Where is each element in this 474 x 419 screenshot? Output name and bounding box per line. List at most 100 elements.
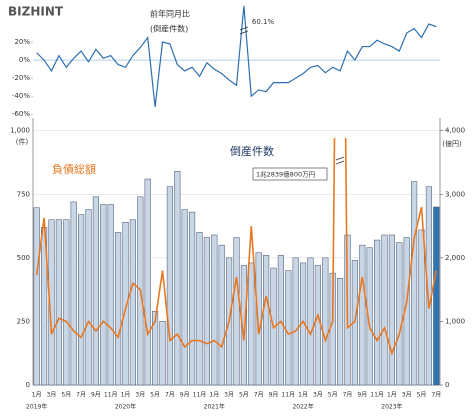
x-tick-label: 11月 [104, 392, 118, 399]
year-label: 2023年 [381, 403, 402, 411]
bar [63, 219, 70, 386]
y2-tick-label: 0 [445, 381, 449, 389]
bar [277, 255, 284, 386]
bar [366, 247, 373, 386]
year-label: 2019年 [26, 403, 47, 411]
axis-break [239, 26, 249, 35]
y-tick-label: 0 [26, 381, 30, 389]
y-tick-label: 750 [17, 190, 30, 198]
bar [381, 234, 388, 386]
y2-axis-label: (億円) [442, 139, 462, 148]
bar [292, 257, 299, 386]
yoy-tick-label: 20% [14, 38, 30, 46]
x-tick-label: 7月 [76, 392, 86, 399]
bar [196, 232, 203, 386]
x-tick-label: 7月 [343, 392, 353, 399]
bar [255, 252, 262, 386]
x-tick-label: 9月 [91, 392, 101, 399]
bar [122, 222, 129, 386]
annotation-box [252, 167, 328, 181]
yoy-tick-label: -60% [12, 110, 30, 118]
yoy-subtitle: (倒産件数) [150, 24, 188, 34]
line-group [35, 138, 438, 356]
y-tick-label: 1,000 [10, 127, 30, 135]
bar [174, 171, 181, 386]
bar [144, 178, 151, 386]
bar [211, 234, 218, 386]
y-tick-label: 500 [17, 254, 30, 262]
bar [70, 201, 77, 386]
yoy-title: 前年同月比 [150, 9, 190, 19]
x-tick-label: 5月 [239, 392, 249, 399]
bar [240, 265, 247, 386]
x-tick-label: 5月 [150, 392, 160, 399]
x-tick-label: 5月 [328, 392, 338, 399]
y-tick-label: 250 [17, 317, 30, 325]
bar [233, 237, 240, 386]
bar [107, 204, 114, 386]
y2-tick-label: 2,000 [445, 254, 465, 262]
debt-line [35, 138, 438, 356]
x-tick-label: 11月 [370, 392, 384, 399]
bar [85, 209, 92, 386]
bar [181, 209, 188, 386]
x-tick-label: 1月 [209, 392, 219, 399]
x-tick-label: 3月 [47, 392, 57, 399]
yoy-annotation: 60.1% [252, 18, 275, 26]
bar [285, 270, 292, 386]
brand: BIZHINT [8, 5, 64, 19]
bar [129, 219, 136, 386]
bar [396, 242, 403, 386]
axis-break [335, 156, 345, 165]
x-tick-label: 1月 [387, 392, 397, 399]
bar [433, 206, 440, 386]
bar [166, 186, 173, 386]
year-label: 2020年 [115, 403, 136, 411]
x-tick-label: 1月 [32, 392, 42, 399]
bar [100, 204, 107, 386]
bar [411, 181, 418, 386]
x-tick-label: 7月 [254, 392, 264, 399]
yoy-tick-label: 0% [19, 56, 30, 64]
bar [218, 244, 225, 386]
bar [388, 234, 395, 386]
bar [152, 311, 159, 386]
x-tick-label: 1月 [121, 392, 131, 399]
bar [425, 186, 432, 386]
x-tick-label: 3月 [224, 392, 234, 399]
bar [337, 277, 344, 386]
yoy-line [36, 5, 437, 108]
x-tick-label: 3月 [135, 392, 145, 399]
bar [351, 260, 358, 386]
x-tick-label: 7月 [165, 392, 175, 399]
year-label: 2022年 [292, 403, 313, 411]
bar [159, 321, 166, 386]
bar [322, 257, 329, 386]
x-tick-label: 1月 [298, 392, 308, 399]
year-label: 2021年 [204, 403, 225, 411]
bar [115, 232, 122, 386]
bar [314, 265, 321, 386]
bar [263, 255, 270, 386]
x-tick-label: 9月 [180, 392, 190, 399]
y-axis-label: (件) [16, 137, 29, 146]
bar [374, 239, 381, 386]
x-tick-label: 7月 [431, 392, 441, 399]
bar [92, 196, 99, 386]
x-tick-label: 3月 [402, 392, 412, 399]
bar-title: 倒産件数 [230, 145, 274, 158]
yoy-tick-label: -20% [12, 74, 30, 82]
bar [55, 219, 62, 386]
annotation: 1兆2839億800万円 [256, 170, 315, 179]
bar [307, 257, 314, 386]
bar [203, 237, 210, 386]
bar [189, 211, 196, 386]
yoy-tick-label: -40% [12, 92, 30, 100]
bar [418, 229, 425, 386]
x-tick-label: 5月 [417, 392, 427, 399]
x-tick-label: 9月 [357, 392, 367, 399]
x-tick-label: 11月 [281, 392, 295, 399]
y2-tick-label: 1,000 [445, 317, 465, 325]
bar [33, 207, 40, 386]
